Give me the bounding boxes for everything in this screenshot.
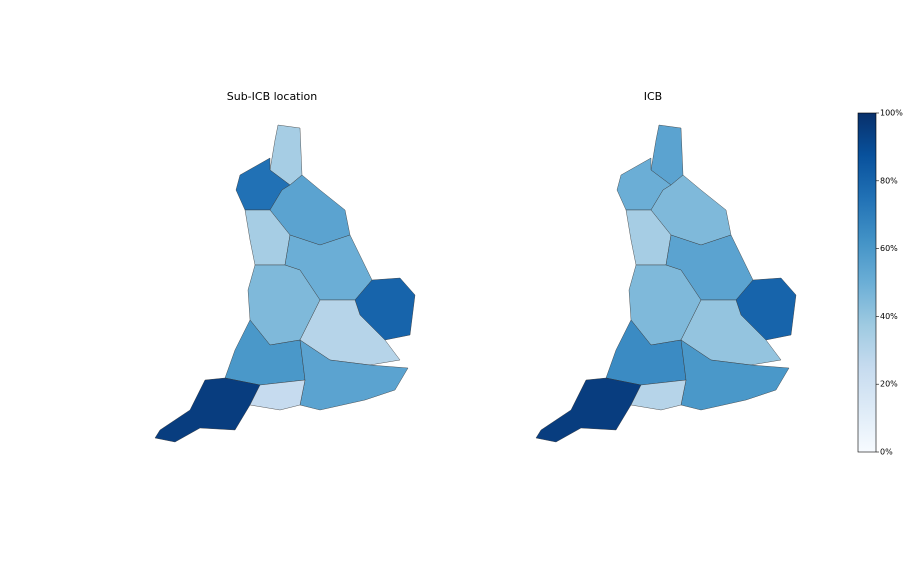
map-title: Sub-ICB location [227,90,318,103]
region [299,339,409,411]
colorbar [857,112,877,453]
region [154,377,261,443]
colorbar-tick-label: 60% [880,244,898,253]
region [630,379,687,411]
map-title: ICB [644,90,662,103]
colorbar-tick-label: 0% [880,448,893,457]
region [535,377,642,443]
map [535,124,797,443]
colorbar-tick-label: 80% [880,176,898,185]
map [154,124,416,443]
region [680,339,790,411]
region [249,379,306,411]
colorbar-tick-label: 100% [880,109,903,118]
colorbar-tick-label: 20% [880,380,898,389]
colorbar-tick-label: 40% [880,312,898,321]
